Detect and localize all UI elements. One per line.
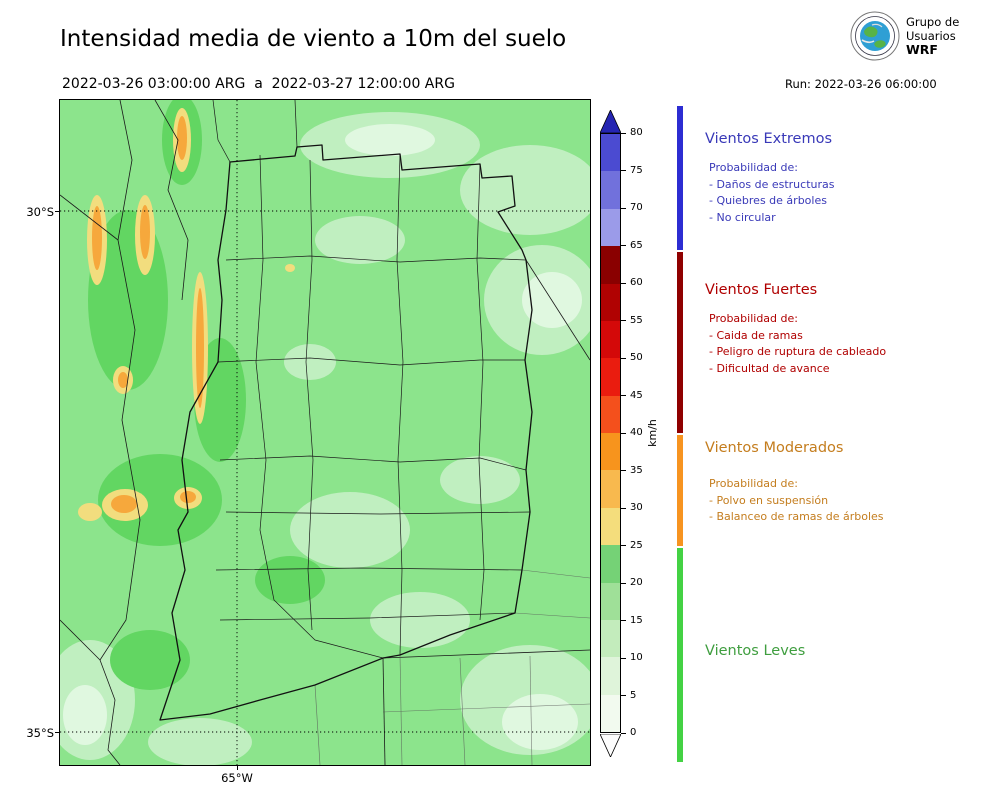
wind-map-svg xyxy=(45,95,600,766)
colorbar-segment xyxy=(601,320,620,359)
colorbar-segment xyxy=(601,358,620,396)
colorbar-tick-label: 75 xyxy=(630,164,643,176)
legend-line: - Quiebres de árboles xyxy=(709,194,827,207)
legend-line: - Peligro de ruptura de cableado xyxy=(709,345,887,358)
graticule xyxy=(60,100,590,765)
province-outline xyxy=(159,144,533,721)
legend-title-moderados: Vientos Moderados xyxy=(705,440,844,456)
y-tickmark-30s xyxy=(55,211,60,212)
colorbar-segment xyxy=(601,395,620,433)
colorbar xyxy=(600,133,621,733)
colorbar-tick-label: 35 xyxy=(630,464,643,476)
colorbar-tick-label: 10 xyxy=(630,651,643,663)
colorbar-unit-label: km/h xyxy=(646,419,659,447)
colorbar-segment xyxy=(601,507,620,546)
colorbar-tickmark xyxy=(621,357,626,359)
colorbar-tickmark xyxy=(621,582,626,584)
colorbar-tickmark xyxy=(621,470,626,471)
legend-title-leves: Vientos Leves xyxy=(705,643,806,659)
colorbar-tickmark xyxy=(621,207,626,209)
colorbar-tick-label: 5 xyxy=(630,689,637,701)
colorbar-segment xyxy=(601,470,620,508)
colorbar-tick-label: 65 xyxy=(630,239,643,251)
legend-title-extremos: Vientos Extremos xyxy=(705,131,833,147)
legend-line: - Polvo en suspensión xyxy=(709,493,829,507)
wind-map xyxy=(45,95,600,766)
colorbar-segment xyxy=(601,433,620,471)
model-run-label: Run: 2022-03-26 06:00:00 xyxy=(785,77,937,91)
page-title: Intensidad media de viento a 10m del sue… xyxy=(60,26,567,52)
colorbar-tickmark xyxy=(621,657,626,659)
colorbar-tickmark xyxy=(621,620,626,621)
logo-line-1: Grupo de xyxy=(906,15,960,29)
neighbor-boundaries xyxy=(59,99,591,766)
legend-bar-moderados xyxy=(677,435,683,546)
colorbar-tick-label: 0 xyxy=(630,726,637,738)
legend-line: Probabilidad de: xyxy=(709,477,798,490)
logo-line-2: Usuarios xyxy=(906,29,956,43)
colorbar-segment xyxy=(601,283,620,321)
legend-bar-extremos xyxy=(677,106,683,250)
legend-section-fuertes: Vientos Fuertes Probabilidad de: - Caida… xyxy=(705,282,886,377)
colorbar-tick-label: 25 xyxy=(630,539,643,551)
department-boundaries xyxy=(212,99,531,659)
legend-line: - Balanceo de ramas de árboles xyxy=(709,510,884,523)
lightest-wind-patches xyxy=(63,124,582,750)
colorbar-tickmark xyxy=(621,170,626,171)
logo-text: Grupo de Usuarios WRF xyxy=(906,15,959,57)
colorbar-tickmark xyxy=(621,245,626,246)
colorbar-tickmark xyxy=(621,395,626,396)
colorbar-tickmark xyxy=(621,732,626,734)
colorbar-tick-label: 45 xyxy=(630,389,643,401)
legend-bar-fuertes xyxy=(677,252,683,433)
colorbar-tick-label: 60 xyxy=(630,276,643,288)
logo-line-3: WRF xyxy=(906,42,938,57)
colorbar-tick-label: 30 xyxy=(630,501,643,513)
colorbar-tick-label: 80 xyxy=(630,126,643,138)
colorbar-tick-label: 50 xyxy=(630,351,643,363)
legend-line: Probabilidad de: xyxy=(709,161,798,174)
colorbar-tick-label: 20 xyxy=(630,576,643,588)
legend-section-leves: Vientos Leves xyxy=(705,643,805,659)
colorbar-tickmark xyxy=(621,507,626,509)
colorbar-segment xyxy=(601,694,620,732)
faint-department-lines xyxy=(314,569,591,766)
colorbar-tick-label: 40 xyxy=(630,426,643,438)
legend-section-extremos: Vientos Extremos Probabilidad de: - Daño… xyxy=(705,131,835,226)
legend-line: - Daños de estructuras xyxy=(709,177,835,191)
colorbar-tick-label: 55 xyxy=(630,314,643,326)
legend-section-moderados: Vientos Moderados Probabilidad de: - Pol… xyxy=(705,440,884,526)
colorbar-segment xyxy=(601,657,620,695)
legend-line: - Caida de ramas xyxy=(709,328,803,342)
wrf-globe-logo-icon xyxy=(850,11,900,61)
forecast-date-range: 2022-03-26 03:00:00 ARG a 2022-03-27 12:… xyxy=(62,76,455,92)
colorbar-segment xyxy=(601,208,620,247)
colorbar-tickmark xyxy=(621,132,626,134)
colorbar-tickmark xyxy=(621,695,626,696)
legend-line: - Dificultad de avance xyxy=(709,361,830,375)
colorbar-segment xyxy=(601,619,620,658)
colorbar-under-arrow xyxy=(599,733,622,761)
y-axis-label-35s: 35°S xyxy=(26,726,54,740)
colorbar-tickmark xyxy=(621,320,626,321)
colorbar-tick-label: 15 xyxy=(630,614,643,626)
colorbar-tickmark xyxy=(621,282,626,284)
colorbar-segment xyxy=(601,246,620,284)
x-tickmark-65w xyxy=(237,765,238,770)
x-axis-label-65w: 65°W xyxy=(221,771,253,785)
legend-line: Probabilidad de: xyxy=(709,312,798,325)
legend-bar-leves xyxy=(677,548,683,762)
colorbar-segment xyxy=(601,134,620,172)
colorbar-segment xyxy=(601,171,620,209)
colorbar-tickmark xyxy=(621,432,626,434)
colorbar-segment xyxy=(601,545,620,583)
colorbar-segment xyxy=(601,582,620,620)
legend-title-fuertes: Vientos Fuertes xyxy=(705,282,818,298)
legend-line: - No circular xyxy=(709,210,776,224)
y-axis-label-30s: 30°S xyxy=(26,205,54,219)
y-tickmark-35s xyxy=(55,732,60,733)
colorbar-tickmark xyxy=(621,545,626,546)
colorbar-tick-label: 70 xyxy=(630,201,643,213)
